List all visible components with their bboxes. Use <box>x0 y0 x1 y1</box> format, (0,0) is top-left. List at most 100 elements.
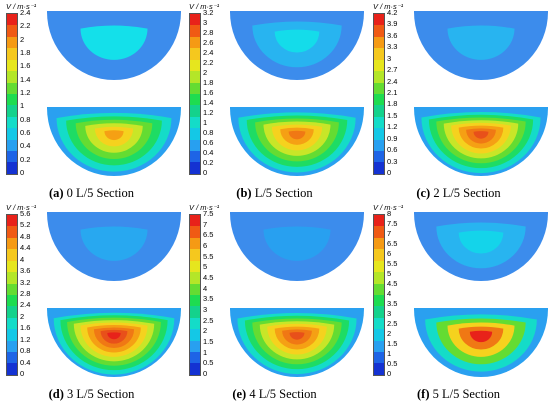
legend-color-band <box>374 260 384 273</box>
legend-color-band <box>7 306 17 318</box>
legend-color-band <box>7 25 17 37</box>
lower-section <box>47 308 181 377</box>
legend-tick-label: 0.5 <box>387 359 398 368</box>
legend-color-band <box>374 93 384 106</box>
panel-label: (f) <box>417 387 430 401</box>
legend-tick-label: 2 <box>387 329 392 338</box>
legend-color-band <box>374 82 384 94</box>
legend-color-band <box>7 105 17 117</box>
legend-tick-label: 1.2 <box>20 334 31 344</box>
legend-tick-label: 5.5 <box>203 251 214 261</box>
contour-band <box>469 330 493 343</box>
legend-color-band <box>190 283 200 295</box>
legend-tick-label: 3.3 <box>387 42 398 52</box>
legend-tick-label: 4.2 <box>387 8 398 17</box>
legend-color-band <box>374 36 384 49</box>
panel-label: (b) <box>236 186 252 200</box>
legend-color-band <box>374 14 384 26</box>
legend-color-band <box>7 48 17 60</box>
legend-color-band <box>7 283 17 295</box>
panel-caption: (b) L/5 Section <box>183 186 366 201</box>
legend-color-band <box>7 340 17 353</box>
legend-color-band <box>7 260 17 273</box>
velocity-contour-sections <box>414 11 548 176</box>
color-legend: V / m·s⁻¹ 4.2 3.9 3.6 3.3 3 2.7 2.4 2.1 1.8 1.5 1.2… <box>369 0 409 180</box>
legend-color-band <box>190 48 200 60</box>
legend-color-band <box>374 48 384 60</box>
legend-tick-label: 2.2 <box>20 21 31 31</box>
legend-color-band <box>7 14 17 26</box>
legend-tick-label: 3 <box>387 309 392 318</box>
legend-tick-label: 5.2 <box>20 220 31 230</box>
velocity-contour-sections <box>414 212 548 377</box>
legend-tick-label: 0.6 <box>387 145 398 155</box>
legend-color-band <box>190 151 200 163</box>
contour-band <box>447 25 515 60</box>
panel-caption: (f) 5 L/5 Section <box>367 387 550 402</box>
legend-color-band <box>190 306 200 318</box>
legend-ticks: 5.6 5.2 4.8 4.4 4 3.6 3.2 2.8 2.4 2 1.6 1.2 0.8 0.4 0 <box>20 210 44 378</box>
color-legend: V / m·s⁻¹ 8 7.5 7 6.5 6 5.5 5 4.5 4 3.5 3 2.5 2 1.5 1 0.… <box>369 201 409 381</box>
legend-tick-label: 3.6 <box>20 266 31 276</box>
legend-color-band <box>190 317 200 330</box>
panel-label: (a) <box>48 186 64 200</box>
legend-tick-label: 1.8 <box>20 48 31 57</box>
legend-tick-label: 0.8 <box>20 114 31 124</box>
legend-color-band <box>7 352 17 364</box>
legend-tick-label: 2.6 <box>203 38 214 47</box>
legend-tick-label: 0.2 <box>203 158 214 167</box>
legend-color-band <box>190 128 200 140</box>
legend-tick-label: 0.5 <box>203 358 214 368</box>
legend-ticks: 2.4 2.2 2 1.8 1.6 1.4 1.2 1 0.8 0.6 0.4 0.2 0 <box>20 9 44 177</box>
legend-tick-label: 1.5 <box>387 339 398 348</box>
legend-colorbar <box>373 13 385 175</box>
legend-tick-label: 1.8 <box>387 99 398 109</box>
color-legend: V / m·s⁻¹ 7.5 7 6.5 6 5.5 5 4.5 4 3.5 3 2.5 2 1.5 1 0.5… <box>185 201 225 381</box>
legend-color-band <box>374 237 384 250</box>
legend-tick-label: 2.4 <box>203 48 214 57</box>
legend-title: V / m·s⁻¹ <box>6 203 37 212</box>
legend-color-band <box>374 215 384 227</box>
legend-tick-label: 8 <box>387 209 392 218</box>
upper-section <box>47 212 181 281</box>
legend-color-band <box>190 139 200 152</box>
legend-tick-label: 2.8 <box>20 289 31 298</box>
panel-title: 0 L/5 Section <box>63 186 135 200</box>
legend-color-band <box>374 128 384 140</box>
legend-tick-label: 5 <box>387 269 392 278</box>
legend-tick-label: 0.8 <box>20 346 31 356</box>
velocity-contour-sections <box>230 11 364 176</box>
legend-color-band <box>190 105 200 117</box>
legend-tick-label: 2.1 <box>387 88 398 97</box>
legend-color-band <box>7 71 17 83</box>
legend-tick-label: 3.9 <box>387 19 398 29</box>
panel-title: 2 L/5 Section <box>430 186 501 200</box>
legend-tick-label: 0 <box>387 369 392 378</box>
legend-color-band <box>374 294 384 307</box>
contour-band <box>473 131 489 139</box>
color-legend: V / m·s⁻¹ 3.2 3 2.8 2.6 2.4 2.2 2 1.8 1.6 1.4 1.2 1 0… <box>185 0 225 180</box>
legend-tick-label: 2.2 <box>203 58 214 67</box>
legend-color-band <box>190 14 200 26</box>
legend-color-band <box>190 215 200 227</box>
legend-color-band <box>374 363 384 375</box>
legend-tick-label: 2 <box>20 311 25 321</box>
legend-color-band <box>7 294 17 307</box>
legend-tick-label: 3.5 <box>387 299 398 308</box>
legend-color-band <box>190 340 200 353</box>
legend-tick-label: 2 <box>20 34 25 44</box>
legend-color-band <box>7 82 17 94</box>
legend-tick-label: 4 <box>387 289 392 298</box>
legend-tick-label: 3.6 <box>387 30 398 40</box>
contour-band <box>274 29 320 53</box>
upper-section <box>414 11 548 80</box>
legend-color-band <box>7 272 17 284</box>
legend-tick-label: 6 <box>203 241 208 250</box>
legend-color-band <box>190 226 200 238</box>
legend-tick-label: 1.4 <box>20 74 31 84</box>
legend-tick-label: 5 <box>203 262 208 272</box>
velocity-contour-sections <box>47 11 181 176</box>
legend-tick-label: 1.5 <box>387 110 398 120</box>
legend-tick-label: 2.5 <box>203 315 214 325</box>
panel-title: L/5 Section <box>251 186 313 200</box>
